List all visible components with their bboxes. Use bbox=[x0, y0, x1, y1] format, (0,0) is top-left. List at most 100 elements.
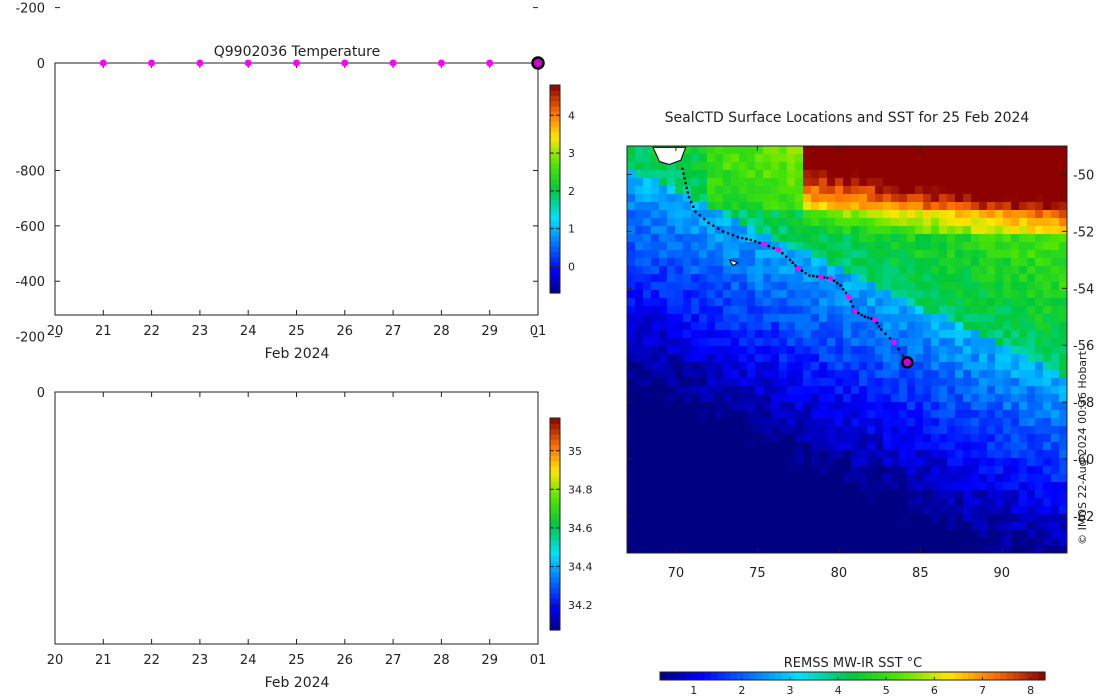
track-point bbox=[691, 205, 695, 209]
surface-profile-marker bbox=[389, 59, 397, 67]
track-point bbox=[721, 230, 725, 233]
track-point bbox=[839, 284, 842, 287]
kerguelen-island bbox=[652, 146, 687, 166]
colorbar-tick-label: 34.2 bbox=[568, 599, 593, 612]
track-point bbox=[841, 287, 845, 291]
track-point bbox=[832, 279, 836, 283]
sst-map-frame bbox=[626, 145, 1068, 554]
latitude-tick-label: -60 bbox=[1073, 453, 1094, 468]
latitude-tick-label: -62 bbox=[1073, 510, 1094, 525]
track-point bbox=[712, 224, 715, 227]
latitude-tick-label: -56 bbox=[1073, 339, 1094, 354]
longitude-tick-label: 80 bbox=[831, 566, 848, 581]
x-tick-label: 22 bbox=[143, 653, 160, 668]
sst-map-field bbox=[627, 146, 1068, 554]
y-tick-label: -200 bbox=[15, 331, 45, 346]
track-point bbox=[794, 264, 797, 267]
latitude-tick-label: -52 bbox=[1073, 225, 1094, 240]
salinity-y-axis: 0 -200 -400 -600 -800 bbox=[15, 164, 538, 401]
track-point bbox=[870, 317, 873, 320]
daily-position-marker bbox=[846, 294, 852, 300]
track-point bbox=[685, 186, 689, 190]
track-point bbox=[683, 176, 686, 180]
x-tick-label: 23 bbox=[192, 324, 209, 339]
track-point bbox=[849, 300, 853, 303]
track-point bbox=[687, 195, 691, 199]
x-tick-label: 27 bbox=[385, 324, 402, 339]
sst-map-panel: SealCTD Surface Locations and SST for 25… bbox=[626, 110, 1094, 697]
track-point bbox=[767, 244, 771, 248]
sst-colorbar: 1 2 3 4 5 6 7 8 bbox=[659, 671, 1046, 697]
track-point bbox=[897, 347, 900, 351]
islands bbox=[652, 146, 740, 267]
colorbar-tick-label: 34.6 bbox=[568, 522, 593, 535]
heard-island bbox=[728, 258, 740, 267]
track-point bbox=[826, 276, 829, 280]
latitude-tick-label: -58 bbox=[1073, 396, 1094, 411]
track-point bbox=[698, 213, 702, 217]
y-tick-label: 0 bbox=[37, 57, 45, 72]
track-point bbox=[681, 167, 684, 171]
x-tick-label: 22 bbox=[143, 324, 160, 339]
track-point bbox=[812, 274, 815, 278]
surface-profile-marker bbox=[486, 59, 494, 67]
colorbar-tick-label: 2 bbox=[568, 185, 575, 198]
track-point bbox=[694, 210, 697, 213]
track-point bbox=[851, 305, 855, 308]
surface-profile-marker bbox=[99, 59, 107, 67]
track-point bbox=[884, 332, 887, 336]
track-point bbox=[877, 324, 881, 328]
x-tick-label: 29 bbox=[481, 653, 498, 668]
sst-map-latitude-axis: -50 -52 -54 -56 -58 -60 -62 bbox=[627, 168, 1094, 525]
x-tick-label: 23 bbox=[192, 653, 209, 668]
track-point bbox=[740, 236, 744, 240]
sst-colorbar-tick-label: 8 bbox=[1027, 684, 1034, 697]
x-tick-label: 24 bbox=[240, 324, 257, 339]
track-point bbox=[702, 217, 706, 221]
surface-profile-marker bbox=[341, 59, 349, 67]
credit-text: © IMOS 22-Aug-2024 00:36 Hobart bbox=[1076, 350, 1089, 544]
track-point bbox=[815, 275, 819, 278]
y-tick-label: 0 bbox=[37, 386, 45, 401]
x-tick-label: 27 bbox=[385, 653, 402, 668]
track-point bbox=[800, 269, 804, 273]
colorbar-tick-label: 34.8 bbox=[568, 483, 593, 496]
track-point bbox=[804, 271, 808, 275]
sst-colorbar-tick-label: 7 bbox=[979, 684, 986, 697]
current-position-marker bbox=[901, 356, 914, 369]
track-point bbox=[745, 237, 748, 241]
latitude-tick-label: -54 bbox=[1073, 282, 1094, 297]
sst-colorbar-tick-label: 3 bbox=[786, 684, 793, 697]
salinity-panel: 0-200-400-600-800 20 21 22 23 24 25 26 27 28 29 01… bbox=[15, 164, 592, 691]
sst-map-longitude-axis: 70 75 80 85 90 bbox=[668, 146, 1010, 581]
x-tick-label: 20 bbox=[47, 324, 64, 339]
current-profile-marker bbox=[531, 56, 545, 70]
temperature-y-axis: 0-200-400-600-800 bbox=[15, 2, 538, 72]
track-point bbox=[716, 227, 720, 230]
surface-profile-marker bbox=[437, 59, 445, 67]
temperature-xlabel: Feb 2024 bbox=[265, 346, 330, 362]
salinity-colorbar: 34.2 34.4 34.6 34.8 35 bbox=[549, 417, 593, 631]
track-point bbox=[736, 235, 740, 239]
x-tick-label: 01 bbox=[530, 324, 547, 339]
y-tick-label: -400 bbox=[15, 275, 45, 290]
x-tick-label: 21 bbox=[95, 653, 112, 668]
track-point bbox=[808, 274, 811, 277]
daily-position-marker bbox=[891, 339, 897, 345]
track-point bbox=[686, 191, 690, 194]
seal-track bbox=[681, 167, 914, 369]
longitude-tick-label: 75 bbox=[749, 566, 766, 581]
temperature-axes-frame bbox=[54, 62, 539, 316]
track-point bbox=[844, 291, 848, 295]
sst-colorbar-tick-label: 1 bbox=[690, 684, 697, 697]
colorbar-tick-label: 1 bbox=[568, 223, 575, 236]
sst-colorbar-tick-label: 4 bbox=[835, 684, 842, 697]
sst-colorbar-tick-label: 6 bbox=[931, 684, 938, 697]
colorbar-tick-label: 0 bbox=[568, 261, 575, 274]
x-tick-label: 24 bbox=[240, 653, 257, 668]
track-point bbox=[707, 221, 710, 225]
track-point bbox=[863, 315, 867, 319]
sst-map-title: SealCTD Surface Locations and SST for 25… bbox=[665, 110, 1030, 126]
x-tick-label: 26 bbox=[337, 653, 354, 668]
x-tick-label: 25 bbox=[288, 653, 305, 668]
